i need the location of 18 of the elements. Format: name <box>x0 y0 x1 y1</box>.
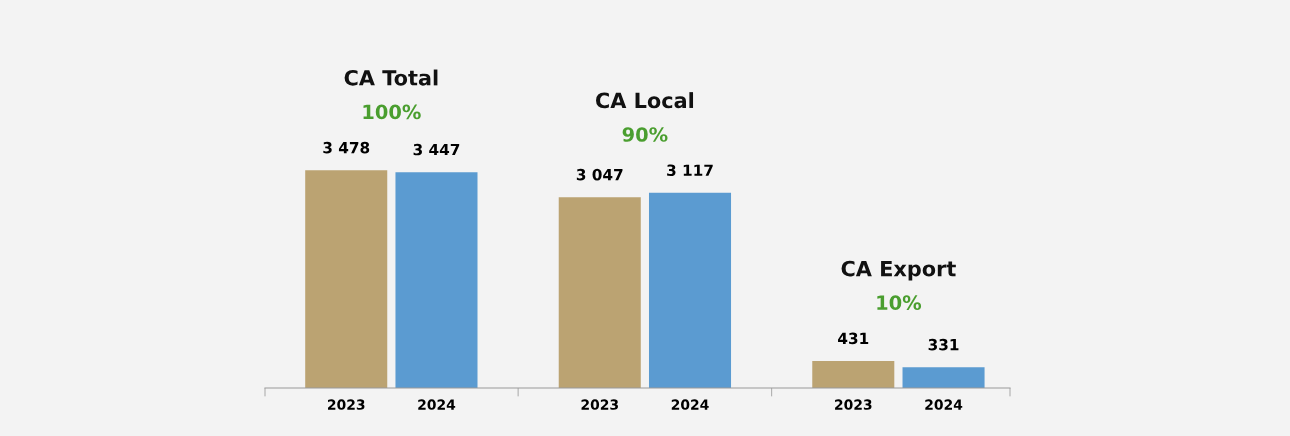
data-label: 331 <box>928 338 959 351</box>
text: 90% <box>622 127 668 142</box>
text: CA Local <box>596 92 694 109</box>
data-label: 431 <box>838 332 869 345</box>
data-label: 3 117 <box>667 164 713 176</box>
x-tick-label: 2023 <box>835 399 872 410</box>
data-label: 3 447 <box>413 143 460 156</box>
x-tick-label: 2024 <box>671 399 709 410</box>
x-tick-label: 2024 <box>925 399 963 410</box>
data-label: 3 478 <box>323 141 370 154</box>
x-tick-label: 2024 <box>418 399 456 410</box>
text: 100% <box>363 104 421 120</box>
annotation: 10% <box>877 295 922 311</box>
x-tick-label: 2023 <box>581 399 618 410</box>
annotation: CA Export <box>841 260 956 281</box>
x-tick-label: 2023 <box>328 399 365 410</box>
data-label: 3 047 <box>576 168 623 181</box>
text: CA Total <box>344 69 438 86</box>
